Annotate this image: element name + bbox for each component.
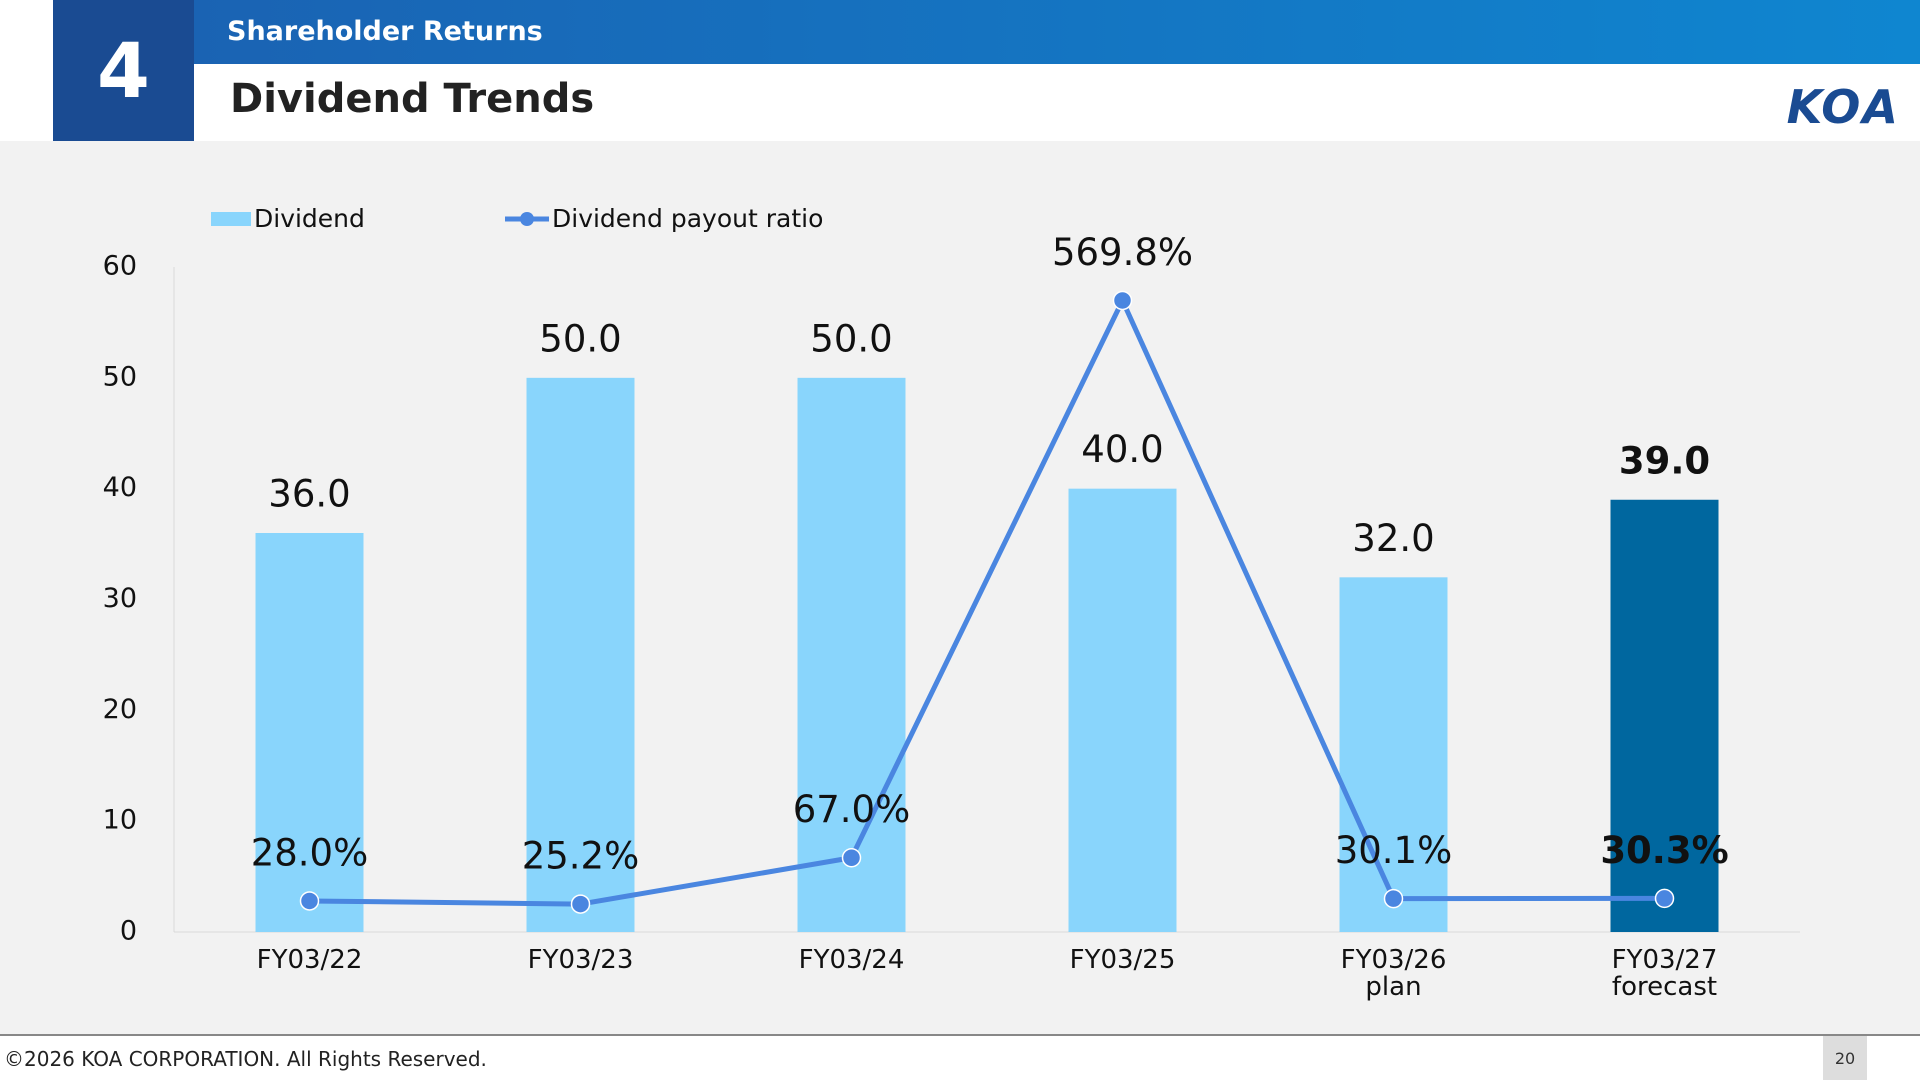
x-tick-label: FY03/23 xyxy=(527,945,634,975)
bar-value-label: 50.0 xyxy=(810,317,892,360)
bar xyxy=(1339,577,1448,932)
bar xyxy=(1068,488,1177,932)
legend-label: Dividend xyxy=(254,204,365,233)
line-point xyxy=(299,891,320,911)
x-tick-label: FY03/26 plan xyxy=(1340,945,1447,1002)
line-value-label: 30.1% xyxy=(1335,829,1453,872)
bar-value-label: 32.0 xyxy=(1352,517,1434,560)
bar xyxy=(797,377,906,932)
bar xyxy=(255,533,364,932)
footer-rule xyxy=(0,1034,1920,1036)
section-number: 4 xyxy=(53,0,194,141)
line-value-label: 30.3% xyxy=(1600,829,1728,872)
y-tick-label: 10 xyxy=(103,805,137,836)
line-value-label: 28.0% xyxy=(251,831,369,874)
page-number: 20 xyxy=(1823,1036,1867,1080)
bar-value-label: 36.0 xyxy=(268,473,350,516)
line-point xyxy=(1654,888,1675,909)
line-point xyxy=(1112,290,1133,311)
line-value-label: 67.0% xyxy=(793,788,911,831)
line-point xyxy=(841,847,862,868)
y-tick-label: 40 xyxy=(103,472,137,503)
y-tick-label: 30 xyxy=(103,583,137,614)
x-tick-label: FY03/25 xyxy=(1069,945,1176,975)
logo: KOA xyxy=(1786,80,1900,134)
y-tick-label: 50 xyxy=(103,361,137,392)
bar-value-label: 40.0 xyxy=(1081,428,1163,471)
bar-value-label: 50.0 xyxy=(539,317,621,360)
header-band xyxy=(194,0,1920,64)
section-title: Shareholder Returns xyxy=(227,16,543,47)
copyright: ©2026 KOA CORPORATION. All Rights Reserv… xyxy=(4,1047,487,1071)
line-point xyxy=(1383,888,1404,909)
y-tick-label: 0 xyxy=(120,916,137,947)
x-tick-label: FY03/27 forecast xyxy=(1611,945,1718,1002)
y-tick-label: 60 xyxy=(103,251,137,282)
x-tick-label: FY03/24 xyxy=(798,945,905,975)
bar xyxy=(1610,499,1719,932)
bar-value-label: 39.0 xyxy=(1619,439,1710,482)
legend-swatch xyxy=(211,212,251,226)
legend-swatch xyxy=(520,212,534,226)
page-title: Dividend Trends xyxy=(230,76,595,122)
line-point xyxy=(570,894,591,914)
bar xyxy=(526,377,635,932)
line xyxy=(309,297,1665,907)
line-value-label: 25.2% xyxy=(522,835,640,878)
legend-label: Dividend payout ratio xyxy=(552,204,823,233)
y-tick-label: 20 xyxy=(103,694,137,725)
line-value-label: 569.8% xyxy=(1052,231,1193,274)
x-tick-label: FY03/22 xyxy=(256,945,363,975)
